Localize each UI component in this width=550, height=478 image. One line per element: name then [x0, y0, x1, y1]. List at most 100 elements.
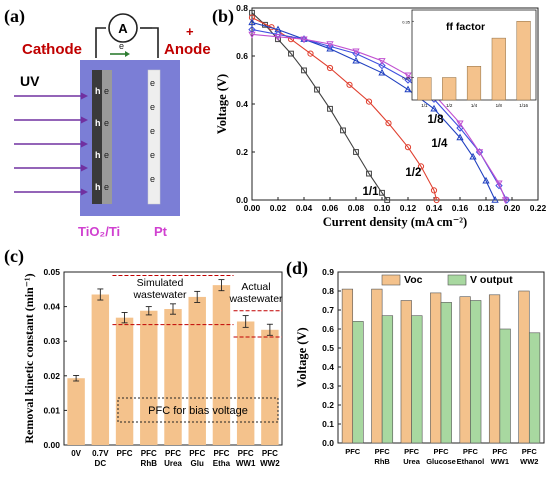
bar [518, 290, 530, 444]
data-point [366, 170, 372, 177]
data-point [378, 61, 386, 70]
y-tick-label: 0.2 [236, 147, 248, 157]
x-tick-label: 0.22 [530, 203, 547, 213]
data-point [491, 195, 499, 203]
bar [164, 309, 182, 445]
bar [341, 288, 354, 444]
data-point [365, 98, 373, 105]
inset-bar [491, 37, 506, 101]
y-tick-label: 0.2 [322, 400, 334, 410]
panel-d-label: (d) [286, 258, 308, 279]
electron-flow-arrow-icon [125, 51, 130, 57]
x-tick-label: PFC [213, 449, 229, 458]
x-tick-label: PFC [463, 447, 479, 456]
x-tick-label: Urea [164, 459, 182, 468]
data-point [482, 176, 490, 184]
y-tick-label: 0.8 [322, 286, 334, 296]
cathode-label: Cathode [22, 41, 82, 58]
x-tick-label: 0.08 [348, 203, 365, 213]
series-label: 1/1 [363, 186, 380, 198]
x-tick-label: 0.10 [374, 203, 391, 213]
bar [381, 315, 394, 444]
inset-x-tick-label: 1/8 [496, 103, 503, 108]
data-point [274, 34, 282, 41]
x-tick-label: Ethanol [457, 457, 485, 466]
x-tick-label: 0.7V [92, 449, 109, 458]
inset-y-tick-label: 0.35 [402, 19, 411, 24]
data-point [274, 30, 282, 39]
y-tick-label: 0.04 [43, 302, 60, 312]
right-wire [152, 27, 159, 58]
data-point [469, 152, 477, 160]
inset-bar [417, 77, 432, 101]
x-tick-label: 0.16 [452, 203, 469, 213]
data-point [495, 180, 503, 188]
x-tick-label: Urea [403, 457, 421, 466]
bar [459, 296, 471, 444]
series-line [251, 33, 507, 201]
anode-label: Anode [164, 41, 211, 58]
series-label: 1/4 [431, 138, 448, 150]
bar [411, 315, 423, 444]
data-point [404, 72, 412, 80]
data-point [300, 36, 308, 44]
ammeter-label: A [118, 21, 128, 36]
bar [188, 296, 206, 445]
data-point [430, 104, 438, 112]
chart-b: 0.00 0.02 0.04 0.06 0.08 0.10 0.12 0.14 0.16 0.18… [215, 3, 547, 229]
data-point [404, 85, 412, 93]
x-tick-label: PFC [375, 447, 391, 456]
data-point [456, 120, 464, 128]
inset-y-tick-label: 0.30 [402, 76, 411, 81]
data-point [327, 105, 333, 112]
legend-swatch [447, 274, 467, 286]
x-tick-label: PFC [492, 447, 508, 456]
hole-label: h [95, 182, 101, 192]
electron-label: e [104, 118, 109, 128]
data-point [456, 133, 464, 141]
y-tick-label: 0.02 [43, 371, 60, 381]
x-tick-label: 0.12 [400, 203, 417, 213]
bar [67, 378, 85, 445]
series-label: 1/2 [405, 167, 421, 179]
panel-d: (d) 0.0 0.1 0.2 0.3 0.4 0.5 0.6 0.7 0.8 0.9 Voltag… [286, 258, 545, 466]
actual-label-line1: Actual [241, 281, 270, 293]
inset-bar [516, 21, 531, 101]
chart-c: 0.00 0.01 0.02 0.03 0.04 0.05 Removal kinetic … [22, 267, 283, 468]
x-tick-label: 0.14 [426, 203, 443, 213]
data-point [326, 42, 334, 51]
data-point [326, 41, 334, 49]
uv-arrow-icon [81, 92, 88, 100]
y-tick-label: 0.0 [236, 195, 248, 205]
x-tick-label: RhB [374, 457, 390, 466]
x-tick-label: WW1 [236, 459, 256, 468]
bar [140, 310, 158, 445]
uv-arrow-icon [81, 188, 88, 196]
y-tick-label: 0.1 [322, 419, 334, 429]
x-tick-label: PFC [345, 447, 361, 456]
data-point [404, 76, 412, 84]
data-point [352, 56, 360, 64]
legend-label: Voc [404, 274, 423, 286]
x-tick-label: PFC [434, 447, 450, 456]
uv-arrows [14, 92, 88, 196]
data-point [326, 64, 334, 72]
uv-arrow-icon [81, 140, 88, 148]
pt-electron-label: e [150, 126, 155, 136]
data-point [288, 50, 294, 57]
bar [440, 302, 452, 444]
x-tick-label: PFC [165, 449, 181, 458]
simulated-label-line2: wastewater [132, 289, 187, 301]
data-point [248, 18, 256, 26]
bar [352, 321, 364, 444]
pt-electrode [147, 69, 161, 205]
series-line [251, 21, 496, 201]
x-tick-label: WW2 [260, 459, 280, 468]
x-axis-label: Current density (mA cm⁻²) [323, 215, 467, 229]
data-point [307, 50, 314, 57]
y-tick-label: 0.7 [322, 305, 334, 315]
y-tick-label: 0.4 [322, 362, 334, 372]
data-point [352, 48, 360, 56]
bar [528, 332, 541, 444]
data-point [385, 120, 392, 127]
